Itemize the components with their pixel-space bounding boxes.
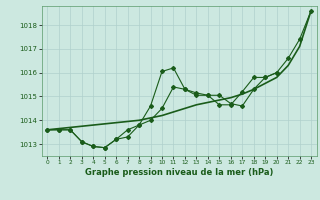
X-axis label: Graphe pression niveau de la mer (hPa): Graphe pression niveau de la mer (hPa) — [85, 168, 273, 177]
